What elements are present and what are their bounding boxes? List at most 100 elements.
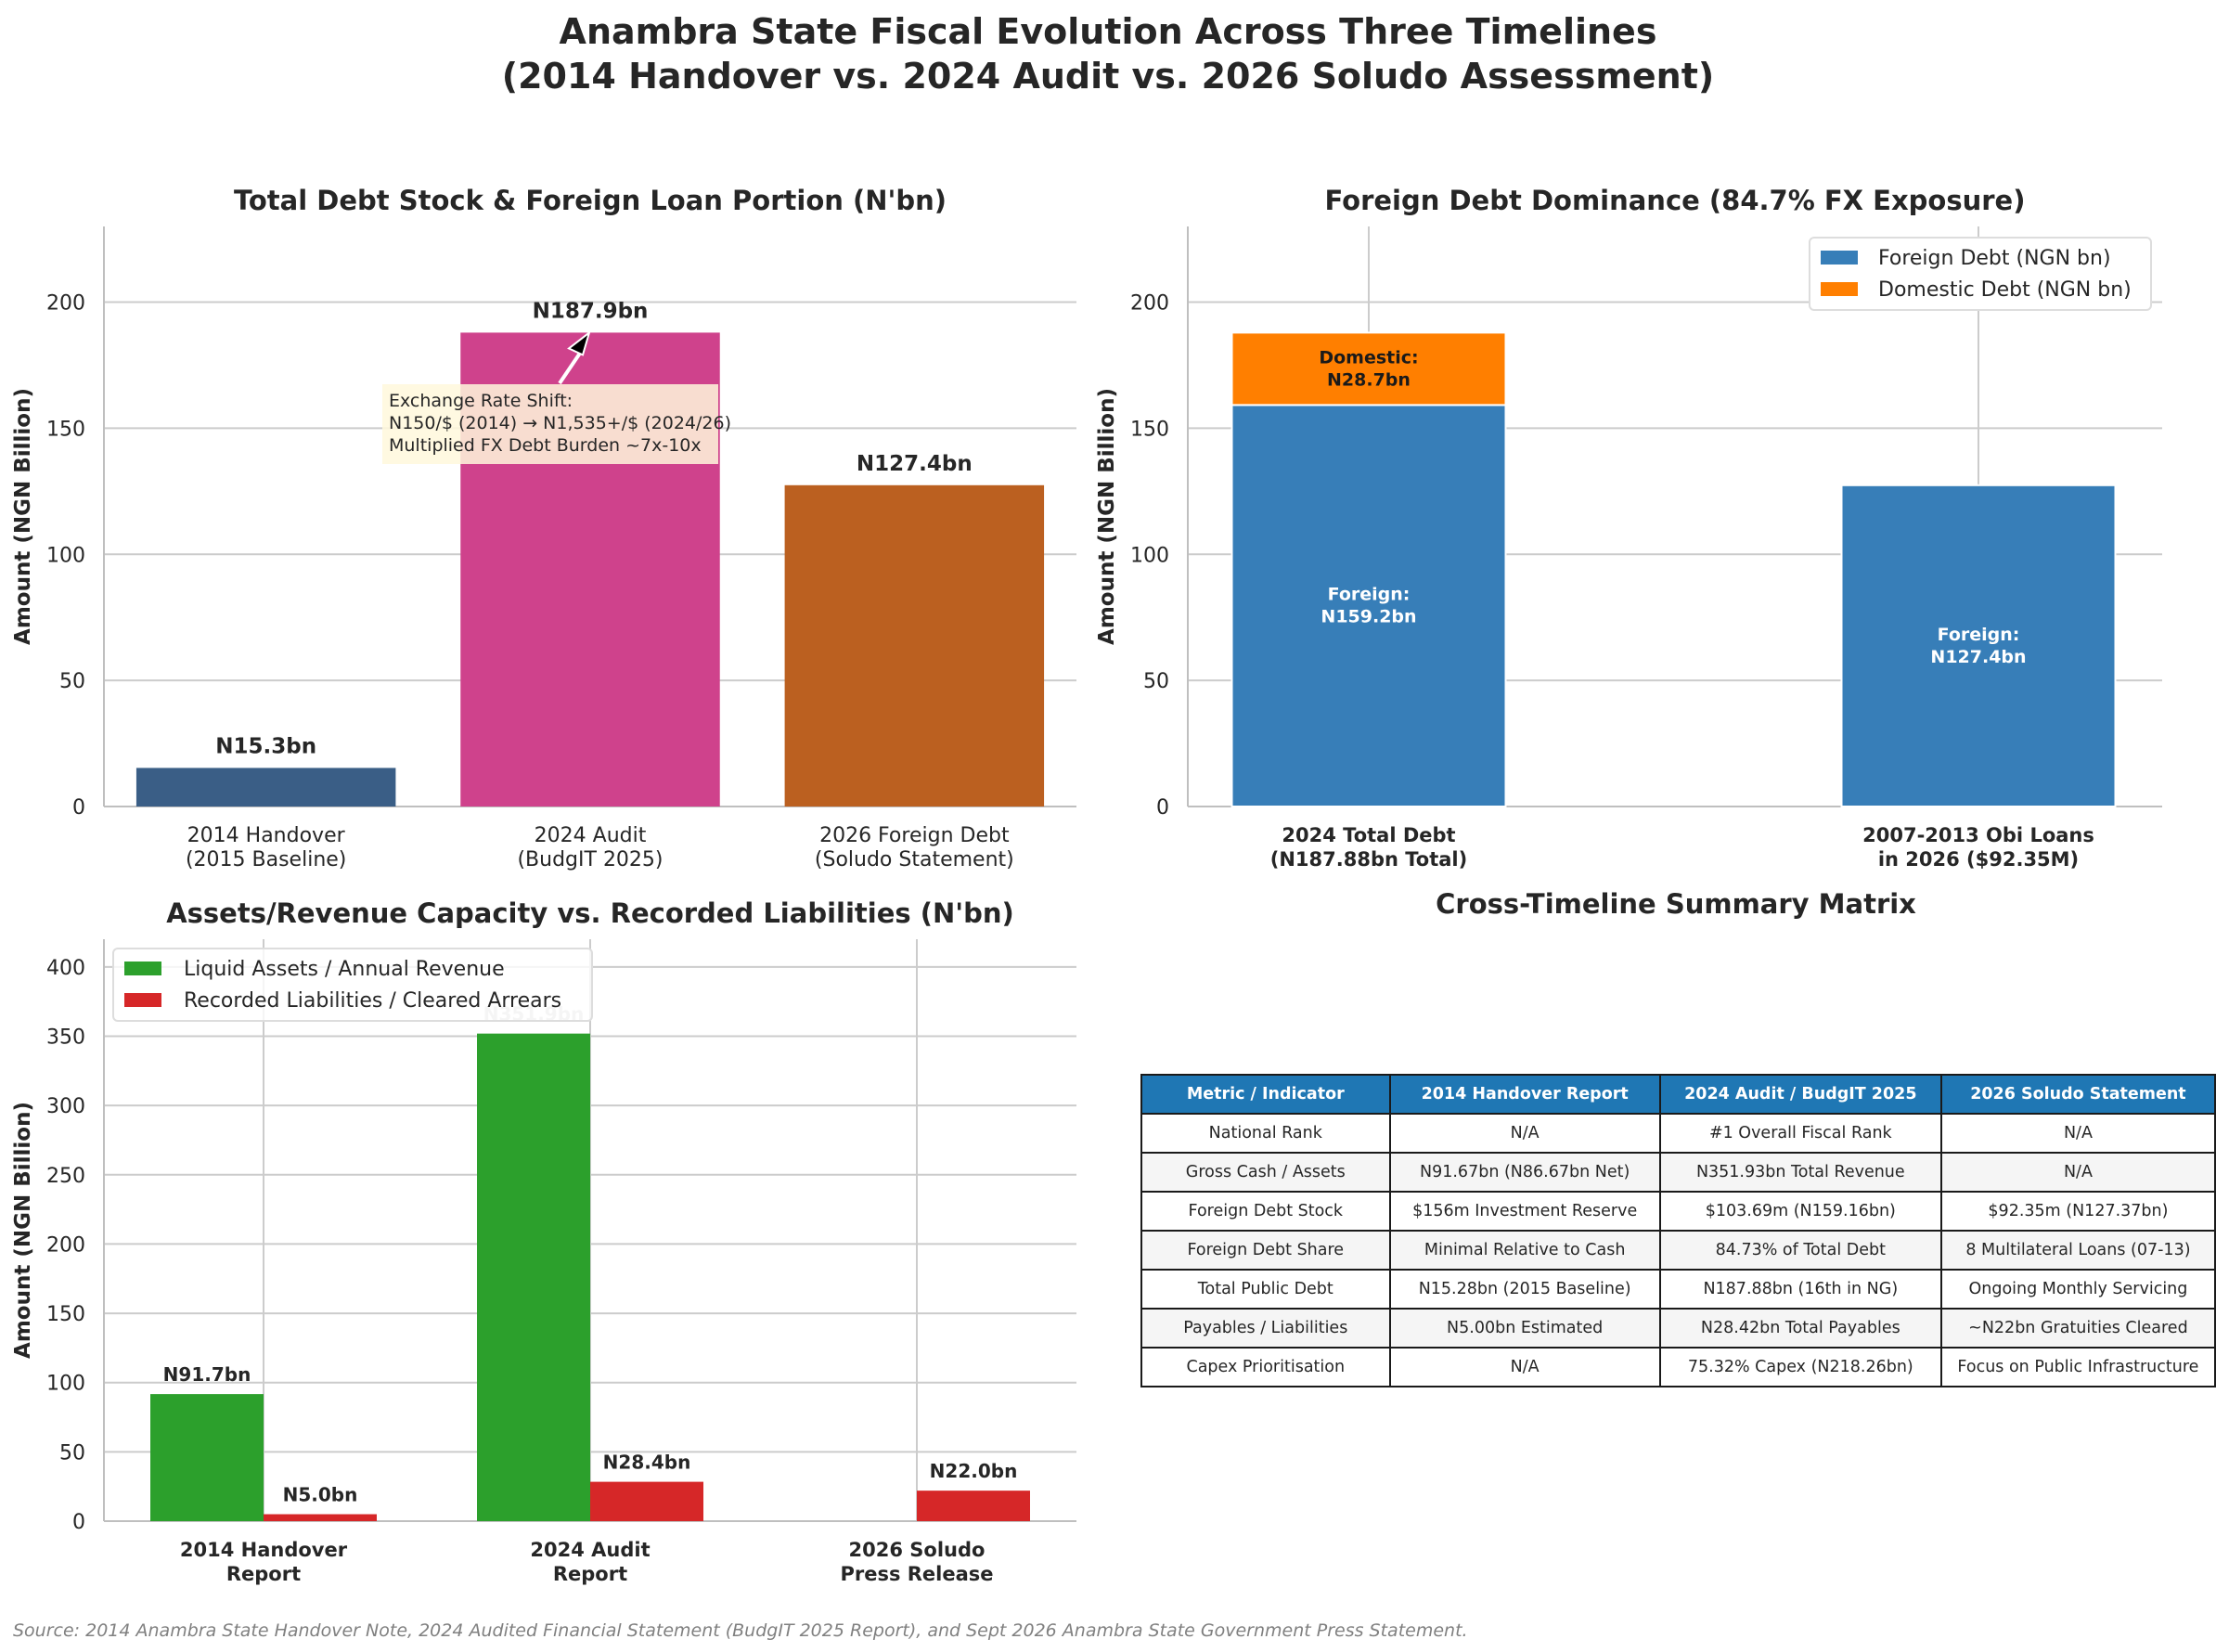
y-tick-label: 50 [59,1441,85,1465]
table-cell: N/A [1388,1113,1661,1154]
y-tick-label: 200 [46,1233,85,1257]
chart-title: Assets/Revenue Capacity vs. Recorded Lia… [166,897,1014,929]
table-cell: Total Public Debt [1140,1269,1391,1310]
x-tick-label: 2024 Audit [530,1539,650,1561]
table-cell: Foreign Debt Share [1140,1230,1391,1271]
table-header-cell: 2026 Soludo Statement [1939,1074,2216,1115]
bar-value-label: N15.3bn [215,734,316,758]
table-cell: N91.67bn (N86.67bn Net) [1388,1152,1661,1193]
chart-title: Total Debt Stock & Foreign Loan Portion … [234,185,947,216]
table-row: Total Public Debt N15.28bn (2015 Baseline… [1140,1269,2216,1310]
y-tick-label: 50 [1143,670,1169,693]
table-cell: $103.69m (N159.16bn) [1658,1191,1942,1232]
y-tick-label: 350 [46,1026,85,1050]
legend-swatch [1821,251,1858,265]
table-cell: N5.00bn Estimated [1388,1308,1661,1349]
x-tick-label: 2014 Handover [180,1539,348,1561]
x-tick-label: 2014 Handover [187,824,346,847]
annotation-arrow-shaft [558,347,585,385]
annotation-box [382,384,718,464]
x-tick-label: 2007-2013 Obi Loans [1862,824,2094,846]
x-tick-label: (N187.88bn Total) [1270,848,1467,871]
segment-label: N28.7bn [1327,369,1411,390]
y-tick-label: 100 [46,544,85,567]
y-axis-label: Amount (NGN Billion) [11,388,35,645]
table-cell: N187.88bn (16th in NG) [1658,1269,1942,1310]
segment-label: N127.4bn [1930,647,2026,667]
segment-label: N159.2bn [1321,607,1416,627]
x-tick-label: (2015 Baseline) [186,848,346,871]
table-cell: N28.42bn Total Payables [1658,1308,1942,1349]
x-tick-label: Report [226,1563,301,1585]
table-cell: N/A [1939,1113,2216,1154]
table-cell: Minimal Relative to Cash [1388,1230,1661,1271]
segment-label: Foreign: [1938,625,2020,645]
y-tick-label: 0 [72,796,85,820]
legend [1809,237,2152,311]
y-tick-label: 50 [59,670,85,693]
legend-label: Domestic Debt (NGN bn) [1878,278,2132,302]
source-note: Source: 2014 Anambra State Handover Note… [13,1620,1468,1641]
table-cell: ~N22bn Gratuities Cleared [1939,1308,2216,1349]
table-cell: $156m Investment Reserve [1388,1191,1661,1232]
y-tick-label: 250 [46,1165,85,1188]
x-tick-label: (Soludo Statement) [815,848,1014,871]
stacked-bar-segment [1230,331,1507,407]
y-axis-label: Amount (NGN Billion) [1095,388,1119,645]
table-cell: Payables / Liabilities [1140,1308,1391,1349]
table-header-cell: 2014 Handover Report [1388,1074,1661,1115]
bar-value-label: N127.4bn [857,452,973,476]
bar-value-label: N22.0bn [930,1460,1018,1482]
bar-value-label: N5.0bn [283,1484,358,1506]
table-cell: National Rank [1140,1113,1391,1154]
table-row: Gross Cash / Assets N91.67bn (N86.67bn Ne… [1140,1152,2216,1193]
bar [135,768,396,807]
y-axis-label: Amount (NGN Billion) [11,1102,35,1359]
table-cell: N/A [1388,1347,1661,1387]
chart-title: Foreign Debt Dominance (84.7% FX Exposur… [1325,185,2026,216]
table-cell: Gross Cash / Assets [1140,1152,1391,1193]
table-cell: Focus on Public Infrastructure [1939,1347,2216,1387]
x-tick-label: 2026 Foreign Debt [819,824,1010,847]
table-header-cell: 2024 Audit / BudgIT 2025 [1658,1074,1942,1115]
y-tick-label: 0 [72,1511,85,1534]
table-cell: N15.28bn (2015 Baseline) [1388,1269,1661,1310]
grouped-bar [150,1394,264,1521]
table-header-cell: Metric / Indicator [1140,1074,1391,1115]
annotation-text: N150/$ (2014) → N1,535+/$ (2024/26) [389,413,731,433]
x-tick-label: Press Release [840,1563,993,1585]
annotation-arrow-head [567,329,591,356]
x-tick-label: (BudgIT 2025) [517,848,663,871]
table-cell: #1 Overall Fiscal Rank [1658,1113,1942,1154]
table-row: Foreign Debt Share Minimal Relative to Ca… [1140,1230,2216,1271]
table-cell: Ongoing Monthly Servicing [1939,1269,2216,1310]
table-cell: 8 Multilateral Loans (07-13) [1939,1230,2216,1271]
grouped-bar [264,1514,377,1521]
segment-label: Foreign: [1328,585,1411,605]
grouped-bar [477,1033,590,1521]
stacked-bar-segment [1230,404,1507,807]
legend-label: Liquid Assets / Annual Revenue [184,958,505,981]
bar-value-label: N28.4bn [603,1452,691,1474]
table-title: Cross-Timeline Summary Matrix [1436,888,1916,920]
legend [112,948,593,1022]
table-cell: $92.35m (N127.37bn) [1939,1191,2216,1232]
y-tick-label: 100 [1130,544,1169,567]
table-row: Capex Prioritisation N/A 75.32% Capex (N21… [1140,1347,2216,1387]
y-tick-label: 100 [46,1373,85,1396]
legend-label: Foreign Debt (NGN bn) [1878,247,2111,270]
summary-table-body: National Rank N/A #1 Overall Fiscal Rank N/… [1140,1113,2216,1387]
annotation-text: Multiplied FX Debt Burden ~7x-10x [389,435,702,456]
table-row: National Rank N/A #1 Overall Fiscal Rank N/… [1140,1113,2216,1154]
figure-title: Anambra State Fiscal Evolution Across Th… [0,9,2216,98]
legend-swatch [124,962,161,975]
y-tick-label: 400 [46,957,85,980]
table-row: Foreign Debt Stock $156m Investment Reser… [1140,1191,2216,1232]
x-tick-label: in 2026 ($92.35M) [1878,848,2079,871]
segment-label: Domestic: [1319,347,1418,368]
figure-title-line-1: Anambra State Fiscal Evolution Across Th… [559,11,1657,52]
table-cell: N351.93bn Total Revenue [1658,1152,1942,1193]
table-cell: 84.73% of Total Debt [1658,1230,1942,1271]
legend-swatch [1821,282,1858,296]
